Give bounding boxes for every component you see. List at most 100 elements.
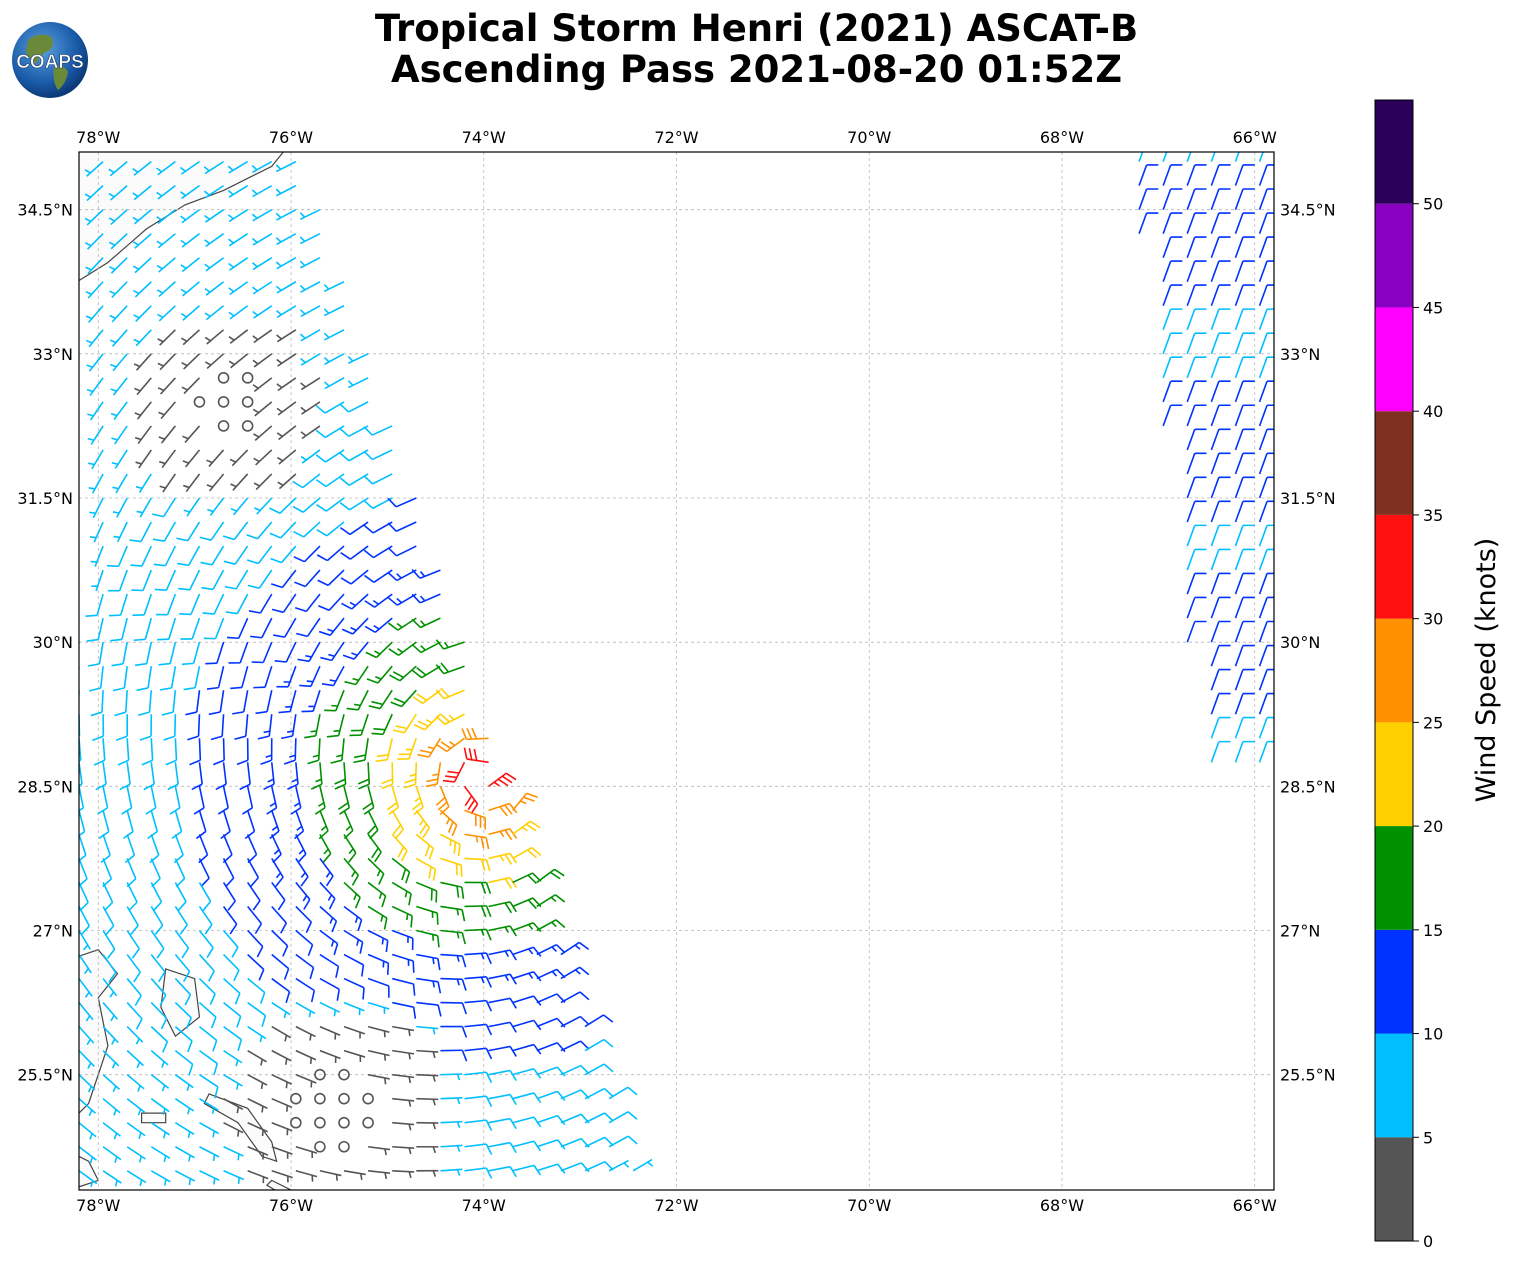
wind-barb [227,233,249,247]
wind-barb [1234,500,1255,523]
wind-barb [88,449,104,470]
wind-barb [150,978,167,1006]
wind-barb [247,569,273,590]
wind-barbs [79,152,1274,1187]
wind-barb [1258,692,1274,715]
wind-barb [102,882,114,912]
wind-barb [488,1021,517,1033]
wind-barb [1258,716,1274,739]
wind-barb [79,786,85,812]
wind-barb [227,160,249,174]
wind-barb [98,810,110,839]
wind-barb [512,1092,542,1103]
lon-tick-label-top: 66°W [1233,128,1277,147]
wind-barb [241,372,254,384]
colorbar-tick-label: 40 [1423,402,1443,421]
wind-barb [208,690,225,716]
wind-barb [157,353,176,371]
wind-barb [1186,308,1207,331]
wind-barb [250,617,273,639]
wind-barb [342,641,369,660]
wind-barb [368,1145,391,1156]
wind-barb [271,1145,293,1159]
wind-barb [86,329,104,348]
wind-barb [79,522,80,525]
lat-tick-label-right: 30°N [1280,633,1320,652]
wind-barb [314,1092,326,1105]
wind-barb [112,497,128,518]
wind-barb [1186,380,1207,403]
wind-barb [1186,572,1207,595]
wind-barb [79,594,80,598]
exuma-cays-land [265,1179,293,1190]
wind-barb [319,953,340,978]
wind-barb [147,810,159,840]
wind-barb [392,977,416,996]
wind-barb [223,977,241,1005]
wind-barb [1234,356,1255,379]
lon-tick-label-bottom: 68°W [1040,1196,1084,1215]
wind-barb [1186,500,1207,523]
wind-barb [297,641,321,663]
wind-barb [126,906,139,936]
wind-barb [512,1116,542,1128]
wind-barb [150,1170,171,1186]
wind-barb [181,353,201,370]
wind-barb [1186,452,1207,475]
wind-barb [223,1097,244,1114]
wind-barb [79,161,80,163]
wind-barb [102,1050,120,1069]
wind-barb [463,785,479,815]
wind-barb [224,569,249,590]
wind-barb [323,377,345,390]
wind-barb [180,617,201,640]
wind-barb [319,1001,341,1017]
wind-barb [1234,452,1255,475]
wind-barb [180,281,200,297]
wind-barb [1234,152,1240,162]
wind-barb [290,1092,302,1105]
wind-barb [440,1120,463,1129]
colorbar-tick-label: 10 [1423,1025,1443,1044]
wind-barb [512,970,542,982]
wind-barb [199,1146,220,1161]
wind-barb [488,925,517,937]
wind-barb [1162,212,1183,234]
wind-barb [338,1092,350,1105]
wind-barb [180,305,200,321]
wind-barb [198,1049,219,1076]
wind-barb [1258,212,1274,234]
wind-barb [275,281,297,294]
wind-barb [464,1167,493,1179]
wind-barb [488,876,518,890]
wind-barb [392,1169,415,1178]
wind-barb [247,929,264,958]
wind-barb [344,665,369,686]
wind-barb [536,943,566,956]
title-line-2: Ascending Pass 2021-08-20 01:52Z [390,48,1123,91]
wind-barb [174,1098,195,1115]
wind-barb [1162,380,1183,403]
wind-barb [1258,596,1274,619]
wind-barb [271,858,284,887]
wind-barb [246,521,273,540]
wind-barb [141,738,154,766]
wind-barb [388,641,417,656]
wind-barb [174,1146,195,1162]
wind-barb [512,846,542,860]
wind-barb [222,834,233,864]
wind-barb [1210,332,1231,355]
lon-tick-label-top: 76°W [269,128,313,147]
wind-barb [207,497,225,517]
wind-barb [204,329,225,345]
lat-tick-label-right: 31.5°N [1280,489,1336,508]
wind-barb [150,930,165,959]
wind-barb [1258,152,1264,162]
wind-barb [391,833,408,862]
wind-barb [340,569,369,585]
wind-barb [295,929,314,957]
wind-barb [337,786,351,815]
wind-barb [340,545,369,560]
wind-barb [512,820,541,836]
new-providence-land [141,1112,167,1124]
